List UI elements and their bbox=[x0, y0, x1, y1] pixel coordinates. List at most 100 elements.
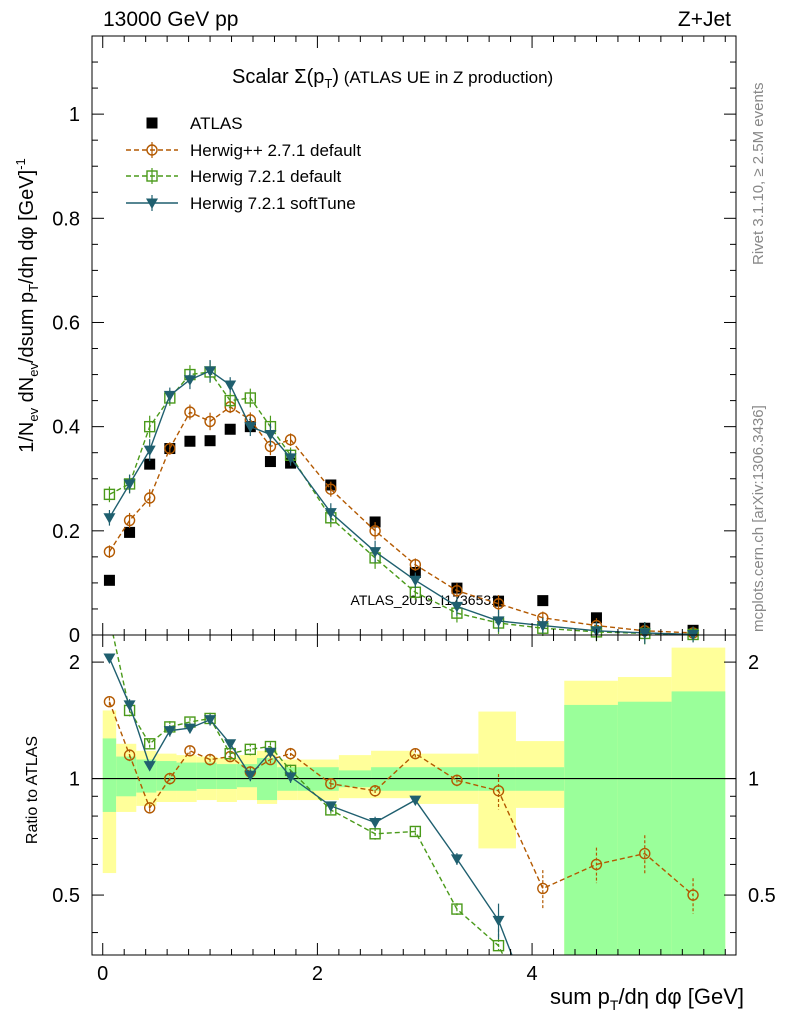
ratio-point-herwigpp bbox=[687, 889, 699, 901]
main-point-atlas bbox=[144, 458, 156, 470]
legend-marker-atlas bbox=[146, 117, 158, 129]
ratio-band-green bbox=[176, 762, 197, 791]
ratio-point-herwig_default bbox=[244, 743, 257, 756]
ratio-point-herwig_default bbox=[492, 939, 505, 952]
ratio-point-herwig_soft bbox=[204, 715, 217, 726]
ratio-point-herwigpp bbox=[492, 785, 505, 797]
ratio-band-green bbox=[116, 756, 137, 797]
legend-marker-herwigpp bbox=[146, 144, 158, 156]
main-ytick-label: 1 bbox=[69, 104, 80, 126]
legend-label-herwig_soft: Herwig 7.2.1 softTune bbox=[190, 194, 356, 213]
ratio-ytick-label-right: 0.5 bbox=[748, 885, 776, 907]
rivet-label: Rivet 3.1.10, ≥ 2.5M events bbox=[750, 83, 767, 266]
main-point-atlas bbox=[204, 435, 216, 447]
ratio-point-herwig_soft bbox=[103, 653, 116, 664]
main-point-atlas bbox=[264, 456, 276, 468]
main-point-atlas bbox=[537, 595, 549, 607]
ratio-point-herwigpp bbox=[325, 777, 337, 790]
main-point-herwigpp bbox=[492, 598, 505, 610]
xtick-label: 4 bbox=[527, 963, 538, 985]
main-point-herwig_soft bbox=[264, 429, 277, 441]
ratio-ytick-label-left: 2 bbox=[69, 652, 80, 674]
ratio-point-herwig_soft bbox=[143, 761, 156, 772]
legend-item-herwigpp: Herwig++ 2.7.1 default bbox=[126, 141, 361, 160]
ratio-point-herwigpp bbox=[409, 747, 422, 760]
ratio-point-herwig_soft bbox=[409, 795, 422, 807]
ratio-point-herwig_default bbox=[143, 738, 156, 750]
main-point-herwig_soft bbox=[450, 601, 463, 613]
main-point-herwig_soft bbox=[492, 616, 505, 627]
main-point-herwigpp bbox=[143, 492, 156, 504]
header-left: 13000 GeV pp bbox=[103, 8, 238, 31]
main-point-atlas bbox=[184, 435, 196, 447]
main-point-herwigpp bbox=[123, 514, 136, 527]
header-right: Z+Jet bbox=[678, 8, 731, 31]
ratio-point-herwigpp bbox=[103, 696, 116, 708]
main-point-atlas bbox=[369, 516, 381, 528]
ratio-point-herwig_soft bbox=[324, 801, 337, 812]
main-point-herwig_soft bbox=[183, 375, 196, 386]
main-point-herwig_default bbox=[244, 392, 257, 404]
ratio-band-green bbox=[564, 704, 618, 955]
ratio-series-herwigpp bbox=[103, 696, 699, 914]
ratio-frame bbox=[91, 634, 737, 956]
ratio-point-herwigpp bbox=[639, 847, 651, 860]
ratio-point-herwigpp bbox=[143, 802, 156, 814]
x-axis-title: sum pT/dη dφ [GeV] bbox=[550, 984, 744, 1013]
main-point-herwig_soft bbox=[324, 508, 337, 519]
legend-label-herwigpp: Herwig++ 2.7.1 default bbox=[190, 141, 361, 160]
legend-item-herwig_default: Herwig 7.2.1 default bbox=[126, 167, 341, 186]
main-point-herwig_default bbox=[143, 420, 156, 433]
ratio-point-herwigpp bbox=[123, 749, 136, 761]
main-point-herwig_soft bbox=[103, 513, 116, 524]
main-y-axis-title: 1/Nev dNev/dsum pT/dη dφ [GeV]-1 bbox=[13, 158, 41, 453]
main-point-herwigpp bbox=[409, 558, 422, 571]
main-ytick-label: 0.8 bbox=[52, 208, 80, 230]
main-point-herwig_soft bbox=[204, 366, 217, 377]
ratio-point-herwig_soft bbox=[163, 726, 176, 737]
main-point-herwigpp bbox=[204, 415, 216, 428]
main-point-herwigpp bbox=[451, 585, 463, 597]
main-point-atlas bbox=[590, 612, 602, 624]
legend-marker-herwig_default bbox=[146, 170, 158, 182]
mcplots-label: mcplots.cern.ch [arXiv:1306.3436] bbox=[750, 405, 767, 632]
ratio-band-green bbox=[617, 701, 672, 955]
ratio-point-herwig_default bbox=[369, 828, 381, 840]
main-point-herwigpp bbox=[164, 442, 176, 455]
ratio-point-herwigpp bbox=[164, 772, 176, 785]
ratio-band-green bbox=[102, 738, 117, 812]
ratio-point-herwig_soft bbox=[244, 770, 257, 782]
main-frame bbox=[91, 35, 737, 636]
ratio-y-axis-title: Ratio to ATLAS bbox=[24, 736, 41, 844]
ratio-point-herwig_soft bbox=[284, 772, 297, 783]
ratio-line-herwig_soft bbox=[108, 657, 513, 955]
legend-label-herwig_default: Herwig 7.2.1 default bbox=[190, 167, 341, 186]
ratio-ytick-label-right: 2 bbox=[748, 652, 759, 674]
ratio-point-herwig_soft bbox=[123, 700, 136, 711]
main-point-herwig_default bbox=[224, 394, 236, 407]
ratio-point-herwigpp bbox=[369, 785, 381, 797]
ratio-point-herwigpp bbox=[537, 882, 549, 895]
ratio-point-herwig_soft bbox=[492, 915, 505, 927]
ratio-point-herwig_soft bbox=[224, 739, 237, 750]
ratio-series-herwig_default bbox=[112, 635, 505, 955]
main-point-herwigpp bbox=[325, 483, 337, 495]
main-point-atlas bbox=[103, 574, 115, 586]
legend-marker-herwig_soft bbox=[146, 198, 158, 209]
ratio-point-herwigpp bbox=[184, 745, 196, 757]
main-plot-panel: ATLAS_2019_I1736531 0 0.2 0.4 0.6 0.8 1 Scala… bbox=[13, 35, 737, 647]
watermark-text: ATLAS_2019_I1736531 bbox=[351, 592, 500, 608]
ratio-point-herwigpp bbox=[284, 747, 297, 760]
main-point-herwig_soft bbox=[163, 390, 176, 402]
main-ytick-label: 0 bbox=[69, 625, 80, 647]
ratio-ytick-label-left: 0.5 bbox=[52, 885, 80, 907]
main-point-herwig_soft bbox=[369, 547, 382, 558]
ratio-band-green bbox=[196, 762, 217, 789]
legend-item-herwig_soft: Herwig 7.2.1 softTune bbox=[126, 194, 356, 213]
main-point-herwigpp bbox=[369, 525, 381, 537]
main-ytick-label: 0.6 bbox=[52, 312, 80, 334]
main-point-herwig_soft bbox=[143, 445, 156, 457]
ratio-point-herwig_soft bbox=[183, 723, 196, 735]
ratio-point-herwig_soft bbox=[264, 747, 277, 759]
ratio-point-herwigpp bbox=[204, 753, 216, 766]
